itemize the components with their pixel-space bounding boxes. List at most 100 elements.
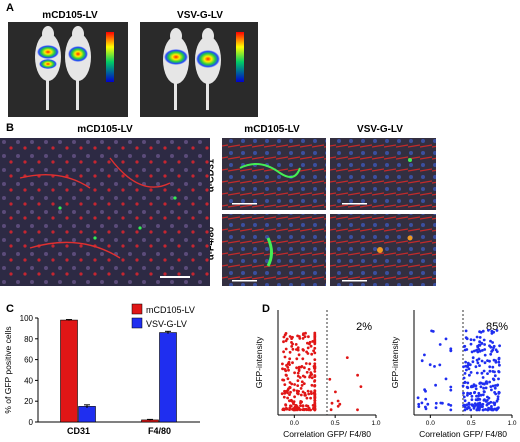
data-point <box>296 391 299 395</box>
data-point <box>493 374 497 378</box>
data-point <box>466 365 469 369</box>
data-point <box>434 406 438 410</box>
data-point <box>308 362 312 366</box>
y-tick-label: 60 <box>24 356 33 365</box>
y-tick-label: 0 <box>29 418 34 427</box>
data-point <box>475 371 479 375</box>
data-point <box>488 407 492 411</box>
panel-b-col1-title: mCD105-LV <box>244 124 300 135</box>
data-point <box>467 367 471 371</box>
data-point <box>420 401 424 405</box>
data-point <box>462 365 465 369</box>
data-point <box>281 362 284 366</box>
data-point <box>288 408 291 411</box>
data-point <box>476 361 480 365</box>
data-point <box>498 344 501 348</box>
data-point <box>463 399 467 403</box>
data-point <box>310 376 314 380</box>
data-point <box>465 403 469 407</box>
data-point <box>284 403 288 407</box>
data-point <box>491 365 495 369</box>
data-point <box>295 389 299 393</box>
data-point <box>283 391 287 395</box>
data-point <box>306 389 310 393</box>
data-point <box>288 386 292 389</box>
data-point <box>474 387 478 391</box>
data-point <box>300 365 304 368</box>
data-point <box>464 360 467 364</box>
data-point <box>475 394 478 398</box>
data-point <box>356 408 359 412</box>
data-point <box>423 388 426 392</box>
data-point <box>482 369 486 373</box>
data-point <box>478 401 482 405</box>
data-point <box>290 382 294 386</box>
bar <box>60 319 78 423</box>
data-point <box>297 406 301 410</box>
data-point <box>478 364 481 367</box>
data-point <box>479 393 483 397</box>
data-point <box>302 348 305 352</box>
data-point <box>299 387 303 390</box>
data-point <box>466 361 470 365</box>
data-point <box>285 364 288 367</box>
data-point <box>417 402 421 406</box>
data-point <box>495 407 499 411</box>
data-point <box>334 390 337 394</box>
data-point <box>313 334 317 338</box>
y-tick-label: 100 <box>20 314 34 323</box>
data-point <box>288 335 292 338</box>
data-point <box>306 346 310 350</box>
data-point <box>295 357 299 361</box>
data-point <box>290 341 293 344</box>
data-point <box>463 372 467 375</box>
scatter-chart-mcd105: 0.0 0.5 1.0 2% Correlation GFP/ F4/80 GFP-int… <box>254 310 381 439</box>
data-point <box>497 377 500 381</box>
data-point <box>497 357 501 361</box>
data-point <box>477 391 481 395</box>
data-point <box>288 399 291 403</box>
data-point <box>313 396 317 400</box>
data-point <box>488 369 492 373</box>
data-point <box>281 408 285 411</box>
data-point <box>467 403 471 406</box>
y-tick-label: 20 <box>24 397 33 406</box>
data-point <box>336 399 340 403</box>
data-point <box>462 376 466 380</box>
data-point <box>481 349 484 352</box>
data-point <box>473 349 476 353</box>
data-point <box>292 402 295 406</box>
data-point <box>489 339 492 343</box>
data-point <box>356 373 359 377</box>
data-point <box>416 396 420 400</box>
data-point <box>297 369 301 372</box>
data-point <box>433 365 436 368</box>
y-axis-label: GFP-intensity <box>390 336 400 388</box>
data-point <box>493 391 496 394</box>
panel-label-d: D <box>262 303 270 315</box>
data-point <box>491 408 495 412</box>
data-point <box>424 397 428 401</box>
data-point <box>491 341 494 344</box>
data-point <box>472 338 476 342</box>
data-point <box>487 328 490 332</box>
data-point <box>283 355 287 359</box>
micrograph-overview <box>0 138 210 286</box>
data-point <box>296 379 300 383</box>
data-point <box>473 402 477 405</box>
data-point <box>309 344 313 348</box>
data-point <box>486 402 490 406</box>
x-axis-label: Correlation GFP/ F4/80 <box>419 429 507 439</box>
data-point <box>305 404 308 408</box>
data-point <box>282 335 286 339</box>
data-point <box>310 383 314 387</box>
data-point <box>282 395 286 399</box>
data-point <box>449 349 453 352</box>
data-point <box>470 350 474 354</box>
data-point <box>493 370 496 374</box>
data-point <box>285 407 288 411</box>
data-point <box>463 405 467 409</box>
data-point <box>313 362 317 366</box>
bioluminescence-images <box>8 22 258 117</box>
data-point <box>489 385 493 388</box>
